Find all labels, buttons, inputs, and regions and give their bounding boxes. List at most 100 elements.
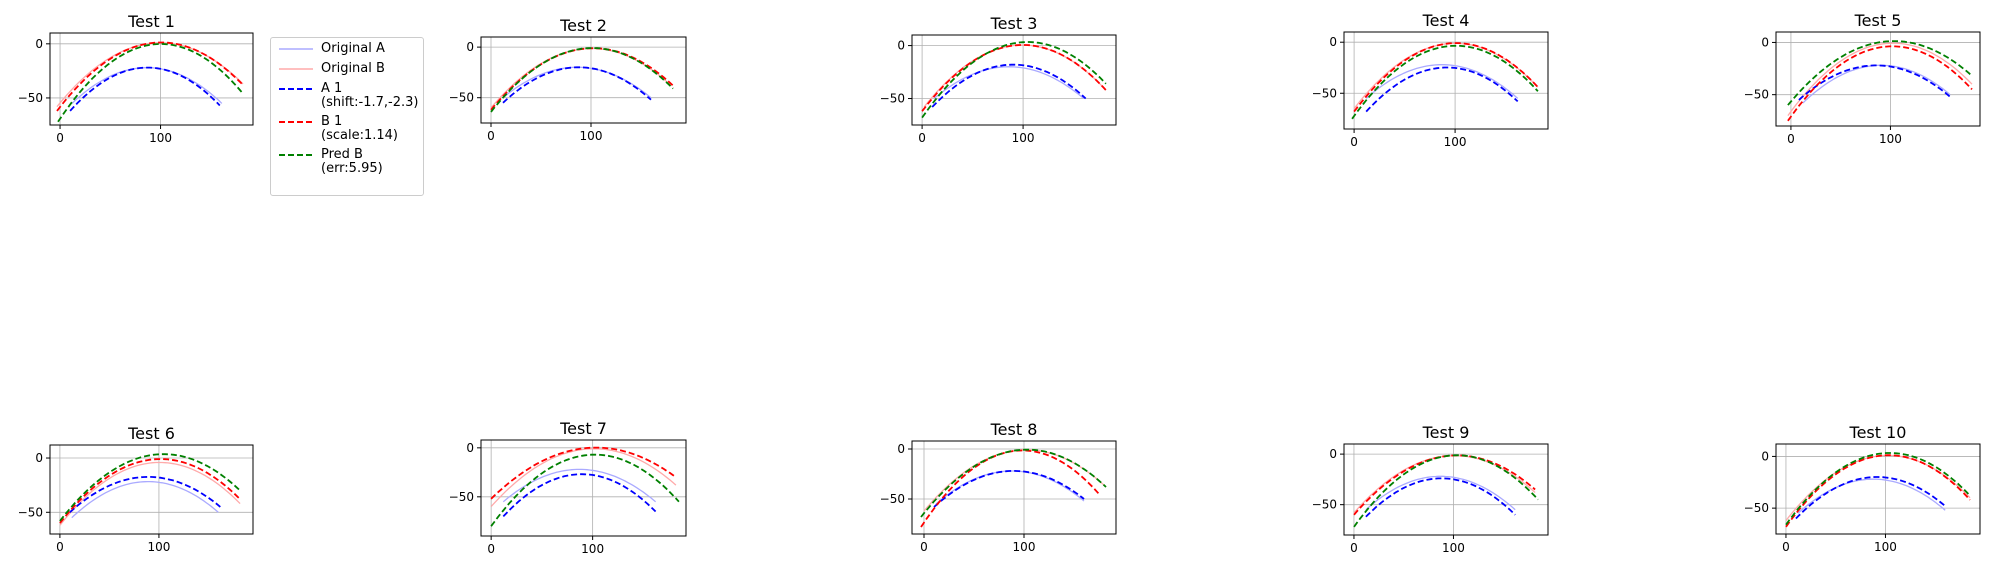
chart-3: 0 100 0 −50 Test 3: [880, 14, 1117, 145]
series-line-a-1: [1365, 66, 1519, 113]
y-tick-label: −50: [880, 92, 905, 106]
chart-title: Test 7: [559, 419, 607, 438]
legend-item-pred-b: Pred B (err:5.95): [277, 147, 417, 180]
x-tick-label: 100: [1013, 540, 1036, 554]
series-line-a-1: [1365, 477, 1516, 518]
series-line-pred-b: [1785, 452, 1971, 526]
series-line-pred-b: [1787, 40, 1973, 106]
legend-item-original-b: Original B: [277, 61, 417, 81]
chart-title: Test 2: [559, 16, 607, 35]
legend-item-b1: B 1 (scale:1.14): [277, 114, 417, 147]
series-line-original-b: [490, 448, 677, 508]
axes-frame: [480, 439, 687, 537]
y-tick-label: −50: [880, 492, 905, 506]
y-tick-label: −50: [1312, 86, 1337, 100]
legend-detail-a1: (shift:-1.7,-2.3): [321, 95, 419, 110]
chart-5: 0 100 0 −50 Test 5: [1744, 11, 1981, 146]
x-tick-label: 100: [1879, 132, 1902, 146]
series-line-pred-b: [490, 47, 674, 113]
x-tick-label: 100: [580, 129, 603, 143]
series-line-original-a: [71, 480, 219, 519]
y-tick-label: 0: [1761, 35, 1769, 49]
series-line-original-b: [1787, 42, 1973, 116]
x-tick-label: 0: [487, 542, 495, 556]
chart-2: 0 100 0 −50 Test 2: [449, 16, 687, 143]
chart-1: 0 100 0 −50 Test 1: [18, 12, 254, 145]
chart-title: Test 5: [1854, 11, 1902, 30]
series-line-a-1: [69, 476, 221, 513]
y-tick-label: −50: [1744, 88, 1769, 102]
legend-label-original-b: Original B: [321, 61, 385, 76]
x-tick-label: 0: [1787, 132, 1795, 146]
axes-frame: [1775, 443, 1981, 535]
y-tick-label: 0: [35, 37, 43, 51]
x-tick-label: 100: [1442, 541, 1465, 555]
x-tick-label: 100: [581, 542, 604, 556]
y-tick-label: −50: [1744, 501, 1769, 515]
series-line-original-a: [1365, 64, 1519, 99]
chart-10: 0 100 0 −50 Test 10: [1744, 423, 1981, 554]
series-line-a-1: [1798, 64, 1951, 101]
legend-label-b1: B 1: [321, 114, 343, 129]
y-tick-label: −50: [18, 505, 43, 519]
axes-frame: [911, 440, 1117, 535]
series-line-b-1: [59, 458, 241, 524]
legend-item-original-a: Original A: [277, 41, 417, 61]
series-line-pred-b: [920, 448, 1107, 518]
legend-item-a1: A 1 (shift:-1.7,-2.3): [277, 81, 419, 114]
axes-frame: [480, 36, 687, 124]
chart-title: Test 3: [990, 14, 1038, 33]
y-tick-label: 0: [897, 39, 905, 53]
y-tick-label: 0: [1329, 447, 1337, 461]
series-line-b-1: [1353, 42, 1539, 113]
series-line-pred-b: [1351, 44, 1539, 120]
y-tick-label: −50: [449, 91, 474, 105]
chart-title: Test 10: [1849, 423, 1907, 442]
chart-title: Test 1: [127, 12, 175, 31]
axes-frame: [1343, 31, 1549, 130]
x-tick-label: 0: [487, 129, 495, 143]
legend-swatch-b1: [279, 121, 313, 123]
chart-8: 0 100 0 −50 Test 8: [880, 420, 1117, 554]
chart-title: Test 6: [127, 424, 175, 443]
series-line-original-a: [933, 66, 1085, 99]
series-line-original-b: [923, 44, 1107, 108]
x-tick-label: 100: [147, 540, 170, 554]
x-tick-label: 100: [1874, 540, 1897, 554]
legend: Original A Original B A 1 (shift:-1.7,-2.…: [270, 37, 424, 196]
chart-4: 0 100 0 −50 Test 4: [1312, 11, 1549, 149]
series-line-a-1: [931, 63, 1087, 108]
series-line-original-b: [490, 47, 672, 109]
series-line-original-a: [1802, 64, 1951, 104]
x-tick-label: 0: [56, 540, 64, 554]
y-tick-label: 0: [466, 40, 474, 54]
x-tick-label: 0: [1350, 541, 1358, 555]
y-tick-label: 0: [1329, 35, 1337, 49]
y-tick-label: 0: [35, 451, 43, 465]
series-line-a-1: [502, 473, 657, 518]
series-line-pred-b: [490, 453, 680, 527]
x-tick-label: 0: [56, 131, 64, 145]
axes-frame: [49, 444, 254, 535]
legend-detail-b1: (scale:1.14): [321, 128, 398, 143]
series-line-b-1: [921, 44, 1107, 112]
axes-frame: [1775, 31, 1981, 127]
series-line-pred-b: [921, 41, 1107, 119]
x-tick-label: 100: [149, 131, 172, 145]
chart-7: 0 100 0 −50 Test 7: [449, 419, 687, 556]
series-line-pred-b: [1353, 454, 1539, 528]
x-tick-label: 100: [1444, 135, 1467, 149]
chart-title: Test 9: [1422, 423, 1470, 442]
series-line-original-b: [923, 449, 1107, 512]
legend-swatch-original-b: [279, 68, 313, 70]
series-line-pred-b: [59, 453, 241, 522]
x-tick-label: 0: [918, 131, 926, 145]
legend-swatch-a1: [279, 88, 313, 90]
series-line-a-1: [1795, 476, 1946, 520]
x-tick-label: 100: [1012, 131, 1035, 145]
legend-swatch-pred-b: [279, 154, 313, 156]
series-line-a-1: [69, 66, 221, 112]
x-tick-label: 0: [1782, 540, 1790, 554]
legend-label-a1: A 1: [321, 81, 343, 96]
